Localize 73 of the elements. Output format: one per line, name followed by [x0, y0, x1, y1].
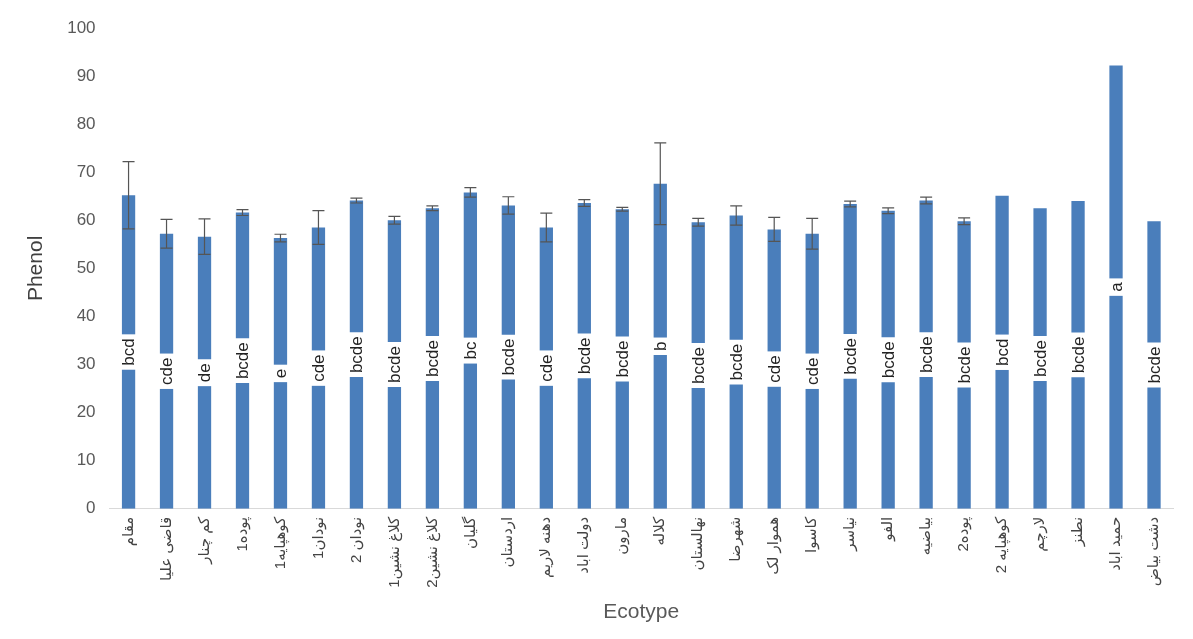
- data-label: bcde: [878, 341, 898, 379]
- y-tick-label: 50: [76, 258, 96, 278]
- x-tick-label: نطنز: [1068, 516, 1087, 548]
- x-tick-label: پوده2: [954, 516, 974, 552]
- x-tick-label: اردستان: [498, 516, 517, 568]
- y-tick-label: 100: [67, 17, 96, 37]
- bar: [653, 183, 667, 509]
- x-tick-label: هموار لک: [764, 516, 783, 575]
- data-label: cde: [309, 354, 329, 382]
- x-tick-label: کلاله: [650, 515, 668, 546]
- data-label: bc: [461, 341, 481, 360]
- x-tick-label: شهرضا: [726, 516, 745, 562]
- y-tick-label: 60: [76, 209, 96, 229]
- bar: [273, 238, 288, 509]
- x-tick-label: مارون: [612, 516, 631, 555]
- x-axis-title: Ecotype: [603, 599, 680, 623]
- x-tick-label: کوهپایه 2: [992, 515, 1012, 574]
- data-label: bcde: [1068, 336, 1088, 374]
- y-tick-label: 30: [76, 354, 96, 374]
- x-tick-label: قاضی علیا: [156, 516, 174, 581]
- x-tick-label: پوده1: [232, 516, 252, 552]
- x-tick-label: مقام: [118, 516, 137, 547]
- data-label: a: [1106, 281, 1126, 292]
- x-tick-label: نیاسر: [840, 516, 859, 552]
- data-label: bcde: [916, 336, 936, 374]
- bar: [995, 195, 1009, 509]
- data-label: bcde: [612, 340, 632, 378]
- x-tick-label: کلاغ نشین1: [384, 515, 403, 588]
- x-tick-label: کاسوا: [802, 515, 821, 553]
- data-label: bcde: [954, 346, 974, 384]
- x-tick-label: حمید اباد: [1106, 516, 1124, 571]
- data-label: cde: [157, 357, 177, 385]
- y-tick-label: 70: [76, 161, 96, 181]
- data-label: bcde: [499, 338, 519, 376]
- data-label: bcde: [1144, 346, 1164, 384]
- data-label: b: [650, 341, 670, 351]
- x-tick-label: دهنه لاریم: [536, 516, 555, 579]
- data-label: cde: [537, 354, 557, 382]
- data-label: bcd: [992, 338, 1012, 366]
- x-tick-label: دولت اباد: [574, 516, 593, 574]
- y-tick-label: 40: [76, 306, 96, 326]
- data-label: e: [271, 368, 291, 379]
- data-label: bcde: [1030, 340, 1050, 377]
- data-label: bcd: [119, 338, 139, 366]
- data-label: bcde: [233, 342, 253, 380]
- data-label: bcde: [423, 340, 443, 377]
- x-tick-label: نودان 2: [346, 516, 365, 564]
- y-tick-label: 10: [76, 450, 96, 470]
- x-tick-label: نودان1: [308, 516, 327, 559]
- x-tick-label: بیاضیه: [916, 516, 934, 556]
- y-tick-label: 90: [76, 65, 96, 85]
- data-label: cde: [764, 355, 784, 383]
- data-label: bcde: [347, 336, 367, 374]
- data-label: bcde: [726, 343, 746, 381]
- x-tick-label: نهالستان: [688, 516, 707, 571]
- data-label: bcde: [385, 346, 405, 383]
- x-tick-label: لارچم: [1030, 516, 1049, 552]
- bar: [1109, 65, 1123, 509]
- data-label: bcde: [575, 337, 594, 375]
- x-tick-label: کوهپایه1: [270, 515, 290, 570]
- x-tick-label: الفو: [878, 516, 897, 542]
- y-tick-label: 0: [86, 498, 96, 518]
- y-tick-label: 20: [76, 402, 96, 422]
- data-label: bcde: [840, 337, 860, 375]
- data-label: cde: [802, 357, 822, 385]
- x-tick-label: کلاغ نشین2: [422, 515, 441, 588]
- x-tick-label: کم چنار: [194, 515, 213, 565]
- x-tick-label: دشت بیاض: [1144, 516, 1163, 587]
- data-label: bcde: [688, 347, 708, 384]
- y-axis-title: Phenol: [23, 235, 47, 302]
- y-tick-label: 80: [76, 113, 96, 133]
- data-label: de: [195, 363, 215, 383]
- x-tick-label: گلیان: [460, 515, 478, 549]
